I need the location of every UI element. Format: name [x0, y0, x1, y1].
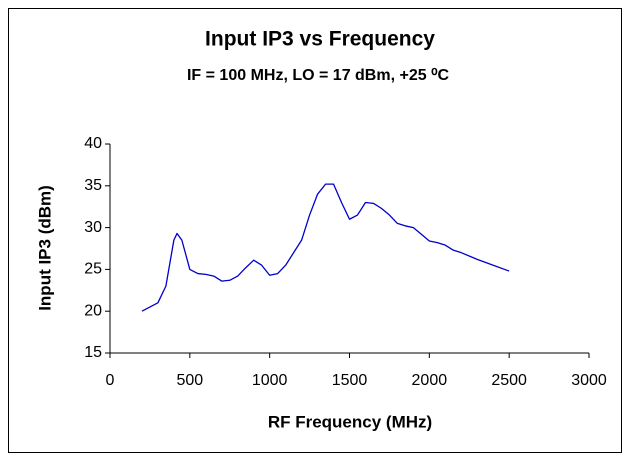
x-tick-label: 1000	[252, 372, 288, 389]
x-tick-label: 3000	[571, 372, 607, 389]
x-tick-label: 2500	[491, 372, 527, 389]
x-tick-label: 0	[106, 372, 115, 389]
y-tick-label: 15	[84, 344, 102, 361]
y-tick-label: 25	[84, 261, 102, 278]
chart-title: Input IP3 vs Frequency	[205, 28, 435, 51]
y-axis-label: Input IP3 (dBm)	[35, 185, 54, 311]
chart-border	[8, 8, 622, 453]
x-tick-label: 2000	[412, 372, 448, 389]
data-line	[141, 183, 510, 312]
y-tick-label: 35	[84, 177, 102, 194]
x-tick-label: 500	[176, 372, 203, 389]
chart-subtitle: IF = 100 MHz, LO = 17 dBm, +25 ⁰C	[187, 67, 450, 84]
y-tick-label: 40	[84, 135, 102, 152]
x-tick-label: 1500	[332, 372, 368, 389]
x-axis-label: RF Frequency (MHz)	[268, 412, 432, 431]
y-tick-label: 20	[84, 302, 102, 319]
y-tick-label: 30	[84, 219, 102, 236]
